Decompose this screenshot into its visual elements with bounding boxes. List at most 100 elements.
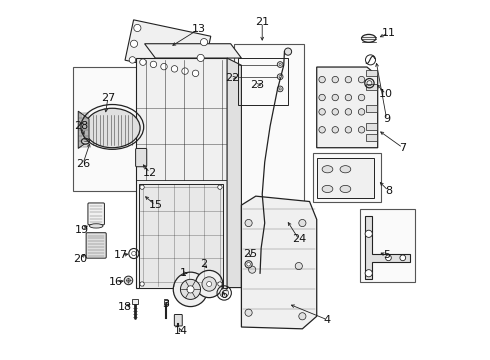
Text: 10: 10 [379, 89, 393, 99]
Text: 27: 27 [101, 93, 115, 103]
Circle shape [180, 279, 200, 300]
Text: 23: 23 [250, 80, 264, 90]
Text: 5: 5 [383, 250, 390, 260]
Text: 2: 2 [200, 259, 207, 269]
Circle shape [218, 185, 222, 189]
Circle shape [279, 88, 281, 90]
Circle shape [150, 61, 157, 68]
Polygon shape [136, 58, 227, 288]
FancyBboxPatch shape [88, 203, 104, 225]
Circle shape [245, 220, 252, 226]
Text: 15: 15 [148, 200, 162, 210]
Circle shape [358, 109, 365, 115]
Text: 7: 7 [399, 143, 406, 153]
Ellipse shape [89, 224, 103, 228]
Circle shape [332, 76, 339, 83]
Polygon shape [139, 184, 223, 288]
Ellipse shape [322, 166, 333, 173]
Circle shape [279, 76, 281, 78]
Bar [366, 123, 377, 130]
Circle shape [279, 63, 281, 66]
Circle shape [173, 272, 208, 307]
Circle shape [126, 279, 130, 282]
Text: 24: 24 [292, 234, 306, 244]
Bar [132, 300, 138, 304]
Circle shape [345, 109, 352, 115]
Text: 8: 8 [385, 186, 392, 196]
Circle shape [197, 54, 204, 62]
Circle shape [200, 39, 208, 46]
Text: 6: 6 [220, 290, 227, 300]
Polygon shape [317, 158, 374, 198]
Circle shape [332, 94, 339, 101]
Polygon shape [242, 196, 317, 329]
Ellipse shape [81, 138, 89, 144]
Bar [366, 105, 377, 112]
Polygon shape [227, 58, 242, 288]
Bar [234, 44, 304, 282]
Text: 26: 26 [76, 159, 90, 169]
FancyBboxPatch shape [174, 315, 182, 326]
Text: 19: 19 [75, 225, 89, 235]
Text: 4: 4 [324, 315, 331, 325]
Text: 9: 9 [383, 114, 390, 124]
Circle shape [172, 66, 178, 72]
Bar [164, 300, 168, 304]
Bar [125, 20, 211, 77]
Ellipse shape [340, 185, 351, 193]
Bar [73, 67, 145, 191]
Circle shape [319, 76, 325, 83]
Circle shape [134, 24, 141, 32]
Text: 11: 11 [381, 28, 395, 38]
Circle shape [277, 86, 283, 92]
Polygon shape [365, 216, 410, 279]
Circle shape [130, 40, 138, 48]
Text: 14: 14 [173, 325, 188, 336]
Circle shape [295, 262, 302, 270]
Circle shape [345, 76, 352, 83]
Circle shape [319, 109, 325, 115]
Ellipse shape [340, 166, 351, 173]
FancyBboxPatch shape [136, 148, 147, 167]
Circle shape [220, 289, 228, 297]
Polygon shape [317, 67, 378, 148]
Circle shape [245, 309, 252, 316]
Bar [366, 69, 377, 76]
Circle shape [332, 127, 339, 133]
Text: 16: 16 [109, 277, 123, 287]
Text: 20: 20 [73, 254, 87, 264]
Text: 17: 17 [114, 250, 128, 260]
Circle shape [358, 76, 365, 83]
Text: 28: 28 [74, 121, 88, 131]
Circle shape [247, 262, 250, 266]
Circle shape [245, 261, 252, 268]
Bar [366, 84, 377, 90]
Circle shape [277, 62, 283, 67]
Text: 22: 22 [225, 73, 240, 83]
Circle shape [299, 313, 306, 320]
Circle shape [140, 282, 144, 286]
Circle shape [345, 127, 352, 133]
Bar [238, 58, 288, 105]
Text: 21: 21 [255, 17, 270, 27]
Polygon shape [78, 111, 89, 148]
Circle shape [196, 270, 223, 298]
Circle shape [358, 94, 365, 101]
Bar [313, 153, 381, 202]
Polygon shape [145, 44, 242, 58]
Circle shape [400, 255, 406, 261]
Circle shape [182, 68, 188, 74]
Circle shape [299, 220, 306, 226]
Text: 18: 18 [118, 302, 132, 312]
Circle shape [345, 94, 352, 101]
Ellipse shape [362, 35, 376, 42]
Text: 25: 25 [244, 248, 257, 258]
Text: 3: 3 [163, 299, 170, 309]
Ellipse shape [84, 108, 140, 148]
Circle shape [140, 59, 146, 66]
Text: 1: 1 [180, 268, 187, 278]
Text: 12: 12 [143, 168, 157, 178]
Circle shape [129, 57, 136, 63]
Text: 13: 13 [192, 24, 205, 35]
Circle shape [193, 70, 199, 77]
